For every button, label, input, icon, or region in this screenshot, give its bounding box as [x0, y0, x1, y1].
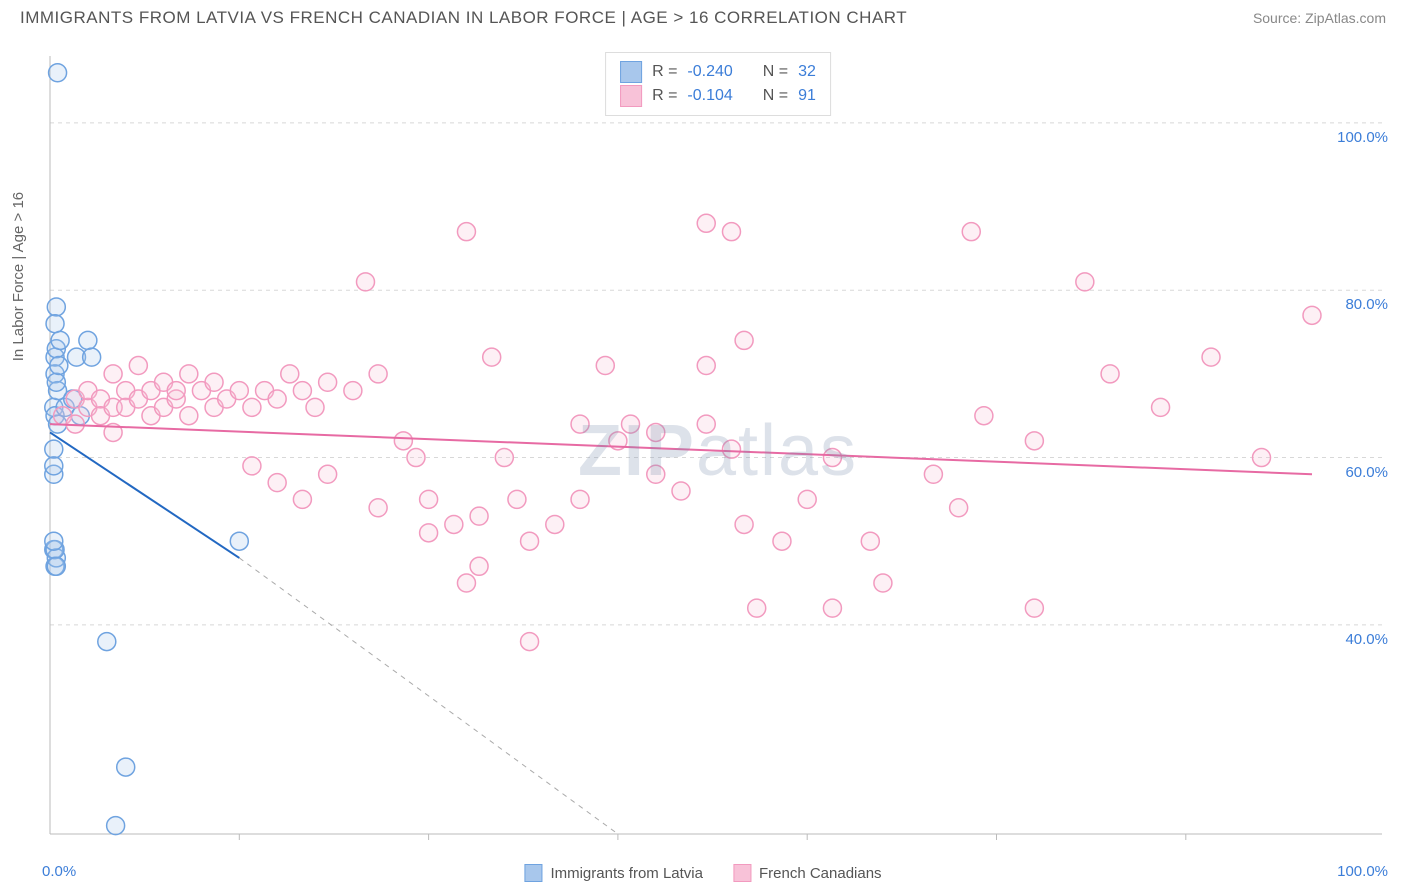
- correlation-legend: R = -0.240 N = 32 R = -0.104 N = 91: [605, 52, 831, 116]
- n-value-latvia: 32: [798, 63, 816, 81]
- correlation-legend-row: R = -0.104 N = 91: [620, 85, 816, 107]
- swatch-french-small: [733, 864, 751, 882]
- legend-item-latvia: Immigrants from Latvia: [524, 864, 703, 882]
- source-attribution: Source: ZipAtlas.com: [1253, 10, 1386, 26]
- chart-title: IMMIGRANTS FROM LATVIA VS FRENCH CANADIA…: [20, 8, 907, 28]
- chart-area: ZIPatlas R = -0.240 N = 32 R = -0.104 N …: [42, 52, 1394, 850]
- y-tick-label: 60.0%: [1345, 464, 1388, 481]
- n-label: N =: [763, 87, 788, 105]
- legend-item-french: French Canadians: [733, 864, 882, 882]
- legend-label-latvia: Immigrants from Latvia: [550, 865, 703, 882]
- x-axis-start-label: 0.0%: [42, 863, 76, 880]
- x-axis-end-label: 100.0%: [1337, 863, 1388, 880]
- n-label: N =: [763, 63, 788, 81]
- legend-label-french: French Canadians: [759, 865, 882, 882]
- title-bar: IMMIGRANTS FROM LATVIA VS FRENCH CANADIA…: [0, 0, 1406, 32]
- r-label: R =: [652, 63, 677, 81]
- y-tick-label: 100.0%: [1337, 129, 1388, 146]
- n-value-french: 91: [798, 87, 816, 105]
- correlation-legend-row: R = -0.240 N = 32: [620, 61, 816, 83]
- y-tick-label: 40.0%: [1345, 631, 1388, 648]
- source-label: Source:: [1253, 10, 1301, 26]
- source-value: ZipAtlas.com: [1305, 10, 1386, 26]
- r-value-latvia: -0.240: [687, 63, 732, 81]
- swatch-french: [620, 85, 642, 107]
- swatch-latvia: [620, 61, 642, 83]
- series-legend: Immigrants from Latvia French Canadians: [524, 864, 881, 882]
- y-axis-label: In Labor Force | Age > 16: [10, 192, 27, 361]
- scatter-plot-svg: [42, 52, 1382, 842]
- r-value-french: -0.104: [687, 87, 732, 105]
- y-tick-label: 80.0%: [1345, 296, 1388, 313]
- r-label: R =: [652, 87, 677, 105]
- swatch-latvia-small: [524, 864, 542, 882]
